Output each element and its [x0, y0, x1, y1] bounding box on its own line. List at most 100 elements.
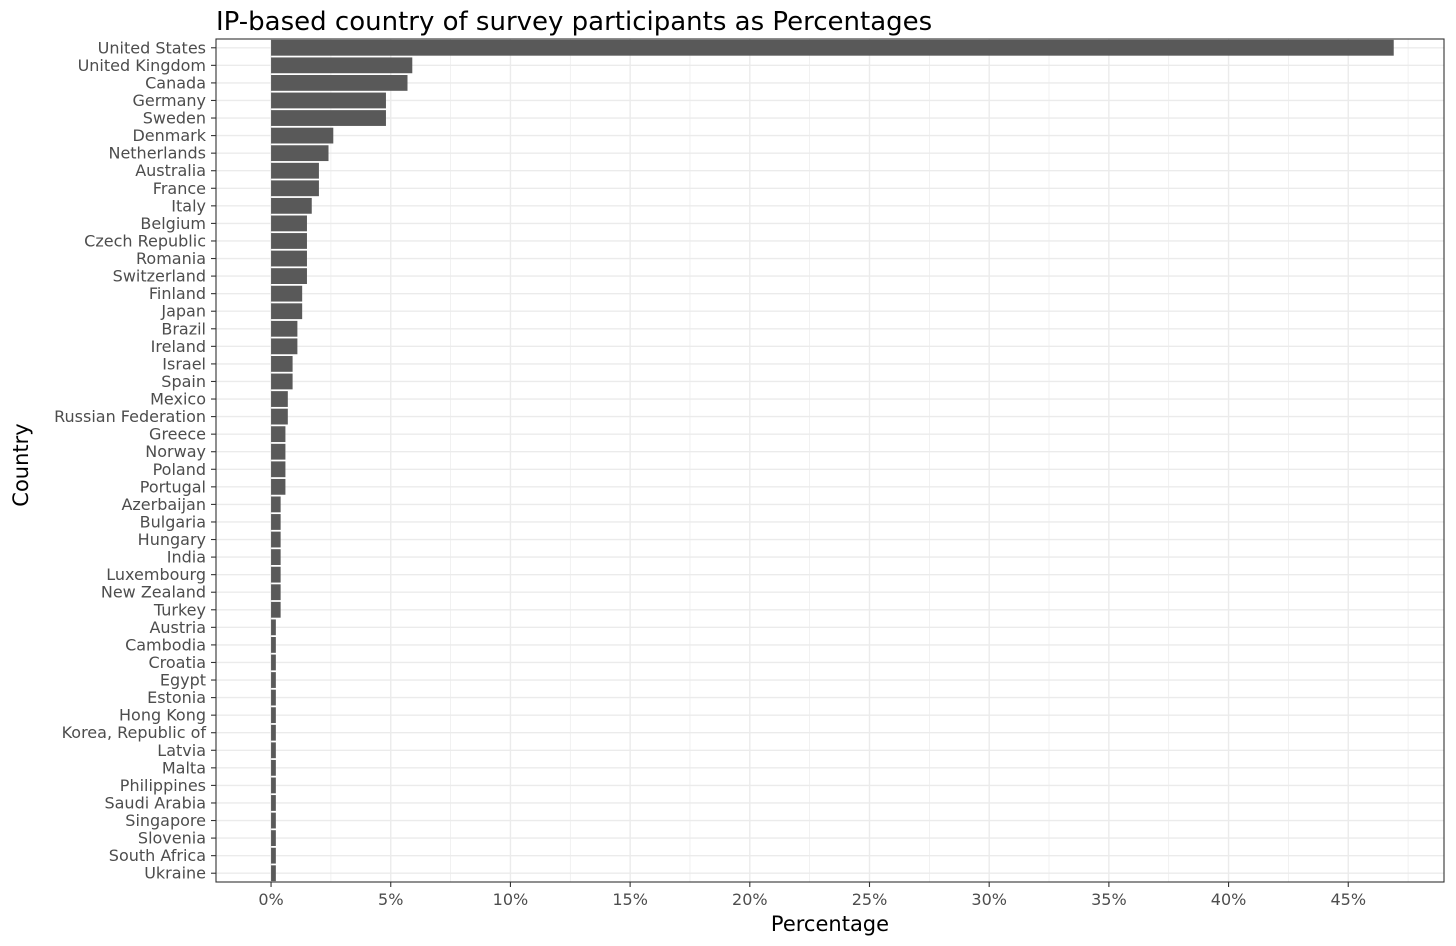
y-tick-label: Mexico — [150, 390, 206, 409]
x-tick-label: 25% — [852, 890, 888, 909]
bar — [271, 865, 276, 882]
bar — [271, 637, 276, 653]
y-tick-label: Bulgaria — [140, 512, 206, 531]
y-tick-label: Latvia — [157, 741, 206, 760]
y-tick-label: Turkey — [153, 600, 206, 619]
bar — [271, 162, 319, 179]
bar — [271, 233, 307, 249]
y-tick-label: Ukraine — [144, 864, 206, 883]
y-tick-label: Cambodia — [125, 635, 206, 654]
grid — [216, 39, 1444, 882]
bar — [271, 531, 281, 548]
bar — [271, 478, 286, 495]
y-tick-label: Czech Republic — [84, 231, 206, 250]
y-tick-label: Sweden — [143, 109, 206, 128]
bar — [271, 496, 281, 513]
y-tick-label: Slovenia — [138, 829, 206, 848]
y-tick-label: India — [167, 548, 206, 567]
bar — [271, 145, 329, 162]
y-tick-label: Australia — [135, 161, 206, 180]
x-tick-label: 30% — [971, 890, 1007, 909]
x-tick-label: 0% — [258, 890, 283, 909]
y-tick-label: Finland — [149, 284, 206, 303]
y-tick-label: Austria — [149, 618, 206, 637]
bar — [271, 443, 286, 460]
bar — [271, 847, 276, 864]
bar — [271, 408, 288, 425]
bar — [271, 654, 276, 671]
bar — [271, 514, 281, 530]
x-tick-label: 10% — [493, 890, 529, 909]
y-tick-label: United States — [98, 38, 206, 57]
x-tick-label: 15% — [612, 890, 648, 909]
y-tick-label: New Zealand — [101, 583, 206, 602]
bar — [271, 777, 276, 794]
y-tick-label: Brazil — [161, 319, 206, 338]
bar — [271, 373, 293, 390]
bar — [271, 619, 276, 636]
y-tick-label: Netherlands — [108, 144, 206, 163]
y-tick-label: Italy — [171, 196, 206, 215]
x-tick-label: 40% — [1211, 890, 1247, 909]
y-tick-label: Singapore — [125, 811, 206, 830]
x-axis: 0% 5% 10% 15% 20% 25% 30% 35% 40% 45% — [258, 882, 1366, 909]
x-axis-title: Percentage — [771, 912, 889, 936]
bar — [271, 197, 312, 214]
bar — [271, 75, 408, 91]
y-tick-label: Denmark — [132, 126, 206, 145]
y-tick-label: Malta — [162, 758, 206, 777]
y-tick-label: Korea, Republic of — [62, 723, 207, 742]
bar — [271, 724, 276, 741]
bar — [271, 110, 386, 126]
x-tick-label: 20% — [732, 890, 768, 909]
bar — [271, 39, 1394, 56]
bar — [271, 391, 288, 407]
panel-border — [215, 38, 1445, 883]
bar — [271, 268, 307, 284]
bar — [271, 601, 281, 618]
bar — [271, 742, 276, 759]
y-tick-label: Philippines — [120, 776, 206, 795]
y-tick-label: Croatia — [148, 653, 206, 672]
x-tick-label: 35% — [1091, 890, 1127, 909]
bar — [271, 303, 303, 320]
bars — [271, 39, 1394, 882]
y-tick-label: Hong Kong — [119, 706, 206, 725]
bar — [271, 57, 413, 74]
bar — [271, 215, 307, 232]
bar — [271, 584, 281, 601]
bar — [271, 92, 386, 109]
bar — [271, 795, 276, 811]
y-tick-label: Norway — [145, 442, 206, 461]
bar — [271, 830, 276, 846]
y-tick-label: Spain — [161, 372, 206, 391]
y-tick-label: United Kingdom — [78, 56, 206, 75]
bar — [271, 180, 319, 197]
y-tick-label: Poland — [153, 460, 206, 479]
bar — [271, 250, 307, 267]
y-tick-label: Saudi Arabia — [104, 793, 206, 812]
bar — [271, 127, 334, 144]
y-tick-label: Ireland — [151, 337, 206, 356]
bar — [271, 461, 286, 478]
y-tick-label: Greece — [149, 425, 206, 444]
y-tick-label: Hungary — [138, 530, 206, 549]
bar — [271, 689, 276, 706]
bar — [271, 759, 276, 776]
x-tick-label: 45% — [1330, 890, 1366, 909]
y-tick-label: Azerbaijan — [121, 495, 206, 514]
bar — [271, 338, 298, 355]
bar — [271, 285, 303, 302]
bar — [271, 549, 281, 565]
bar — [271, 320, 298, 337]
y-tick-label: France — [153, 179, 206, 198]
bar — [271, 812, 276, 829]
y-axis-title: Country — [9, 423, 33, 506]
bar — [271, 426, 286, 443]
y-tick-label: South Africa — [109, 846, 206, 865]
y-tick-label: Estonia — [147, 688, 206, 707]
bar — [271, 356, 293, 372]
y-tick-label: Israel — [162, 354, 206, 373]
